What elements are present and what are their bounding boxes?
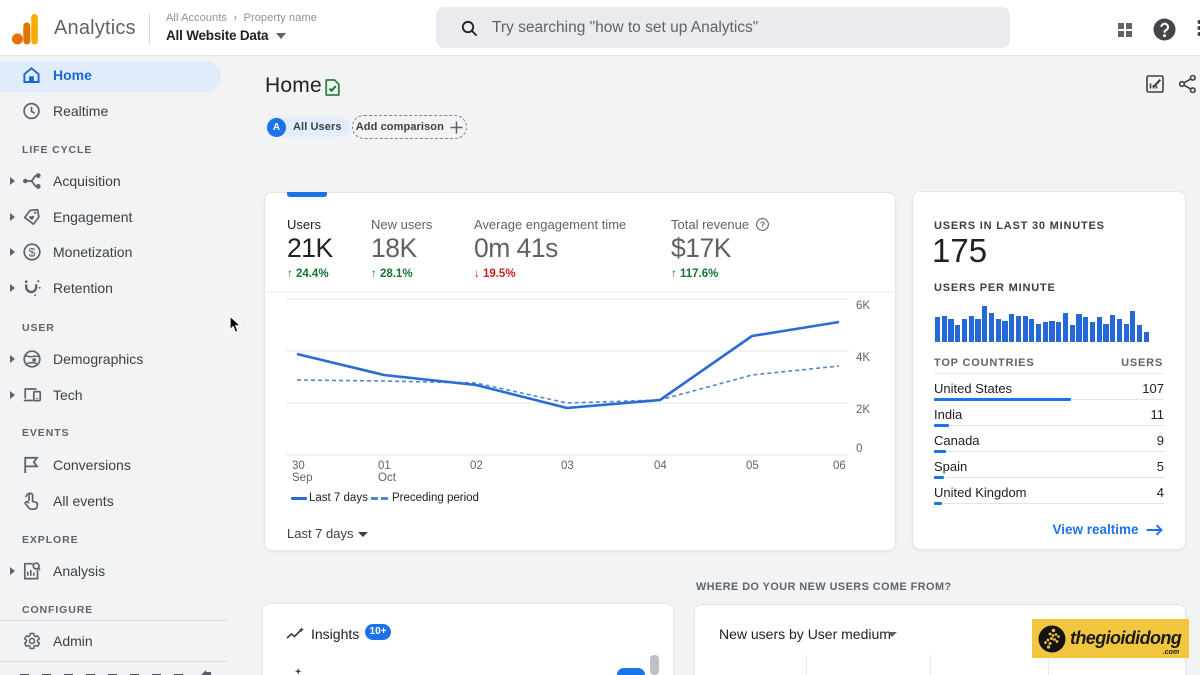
svg-text:02: 02 bbox=[470, 460, 483, 472]
svg-text:Sep: Sep bbox=[292, 472, 312, 484]
svg-text:04: 04 bbox=[654, 460, 667, 472]
svg-text:?: ? bbox=[760, 220, 765, 230]
svg-text:03: 03 bbox=[561, 460, 574, 472]
svg-text:06: 06 bbox=[833, 460, 846, 472]
svg-text:2K: 2K bbox=[856, 404, 870, 416]
svg-text:05: 05 bbox=[746, 460, 759, 472]
svg-text:6K: 6K bbox=[856, 300, 870, 312]
svg-text:01: 01 bbox=[378, 460, 391, 472]
svg-text:$: $ bbox=[29, 245, 36, 259]
svg-text:30: 30 bbox=[292, 460, 305, 472]
svg-text:0: 0 bbox=[856, 443, 862, 455]
svg-text:Oct: Oct bbox=[378, 472, 397, 484]
svg-text:4K: 4K bbox=[856, 352, 870, 364]
